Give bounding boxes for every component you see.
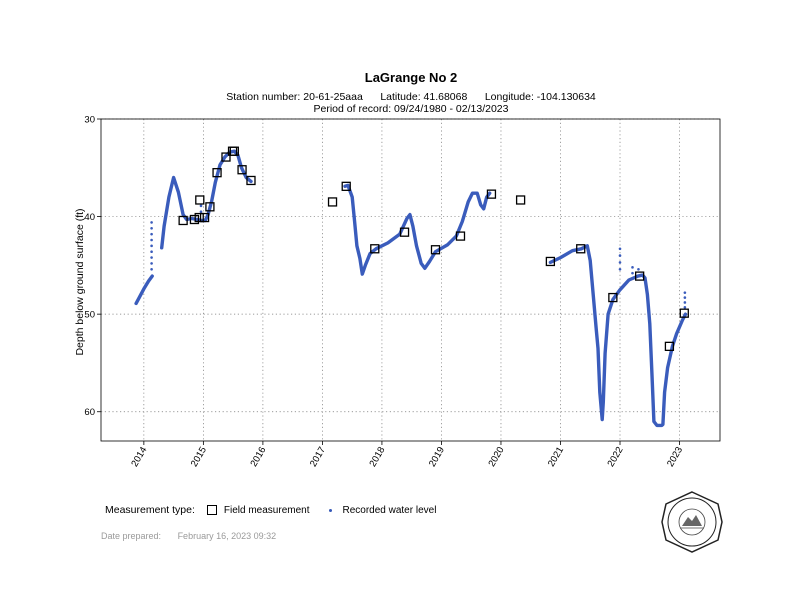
field-measurement-marker xyxy=(545,256,556,267)
field-measurement-marker xyxy=(205,202,215,212)
station-number: Station number: 20-61-25aaa xyxy=(226,91,363,103)
legend: Measurement type: Field measurement Reco… xyxy=(105,504,436,516)
x-tick-label: 2023 xyxy=(665,445,685,469)
x-tick-label: 2018 xyxy=(367,445,387,469)
field-measurement-marker xyxy=(229,146,239,156)
field-measurement-marker xyxy=(576,244,586,254)
station-info: Station number: 20-61-25aaa Latitude: 41… xyxy=(0,91,792,103)
recorded-water-level-point xyxy=(618,254,622,257)
recorded-water-level-point xyxy=(683,291,687,294)
recorded-water-level-point xyxy=(683,296,687,299)
field-measurement-marker xyxy=(664,341,675,352)
field-measurement-marker xyxy=(608,292,618,303)
chart-title: LaGrange No 2 xyxy=(364,70,458,85)
x-tick-label: 2017 xyxy=(308,445,328,469)
y-tick-label: 60 xyxy=(84,407,95,418)
recorded-water-level-point xyxy=(618,267,622,271)
field-measurement-marker xyxy=(237,165,247,175)
series-line-segment xyxy=(134,274,154,306)
field-measurement-marker xyxy=(189,214,200,225)
field-measurement-marker xyxy=(327,197,338,207)
legend-recorded-water-level: Recorded water level xyxy=(342,504,437,516)
recorded-water-level-points xyxy=(150,204,687,309)
recorded-water-level-point xyxy=(150,238,153,242)
x-tick-label: 2014 xyxy=(129,445,149,469)
legend-title: Measurement type: xyxy=(105,504,195,516)
field-measurement-marker xyxy=(486,189,497,199)
field-measurement-series xyxy=(178,146,689,352)
legend-field-measurement: Field measurement xyxy=(223,504,310,516)
recorded-water-level-point xyxy=(618,247,622,251)
recorded-water-level-point xyxy=(150,244,153,248)
y-tick-label: 40 xyxy=(84,212,95,223)
field-measurement-marker xyxy=(399,227,410,237)
longitude: Longitude: -104.130634 xyxy=(484,91,596,103)
recorded-water-level-point xyxy=(150,250,153,254)
field-measurement-marker xyxy=(679,308,689,318)
y-axis-ticks: 30 40 50 60 xyxy=(84,115,101,418)
field-measurement-marker xyxy=(199,212,210,223)
recorded-water-level-point xyxy=(150,221,153,224)
field-measurement-marker xyxy=(194,212,204,223)
field-measurement-marker xyxy=(195,195,205,205)
field-measurement-marker xyxy=(246,175,256,186)
plot-frame xyxy=(100,118,721,442)
recorded-water-level-point xyxy=(150,256,153,259)
recorded-water-level-point xyxy=(683,306,687,309)
field-measurement-marker xyxy=(634,271,645,281)
x-tick-label: 2019 xyxy=(427,445,447,469)
series-line-segment xyxy=(343,183,492,276)
recorded-water-level-point xyxy=(150,267,153,271)
recorded-water-level-point xyxy=(631,271,634,275)
field-measurement-marker xyxy=(221,152,231,162)
recorded-water-level-point xyxy=(631,266,634,269)
recorded-water-level-swatch xyxy=(329,508,333,512)
date-prepared-label: Date prepared: xyxy=(101,531,162,541)
latitude: Latitude: 41.68068 xyxy=(380,91,468,103)
x-tick-label: 2020 xyxy=(486,445,506,469)
x-tick-label: 2021 xyxy=(546,445,566,469)
x-tick-label: 2022 xyxy=(606,445,626,469)
x-tick-label: 2016 xyxy=(248,445,268,469)
recorded-water-level-point xyxy=(150,226,153,230)
field-measurement-marker xyxy=(430,245,441,255)
x-axis-ticks: 2014 2015 2016 2017 2018 2019 2020 2021 2022 2023 xyxy=(129,441,685,469)
recorded-water-level-point xyxy=(618,261,622,264)
recorded-water-level-point xyxy=(150,262,153,265)
field-measurement-marker xyxy=(515,195,526,205)
date-prepared: Date prepared: February 16, 2023 09:32 xyxy=(101,531,290,541)
x-tick-label: 2015 xyxy=(189,445,209,469)
field-measurement-marker xyxy=(178,215,188,226)
y-tick-label: 30 xyxy=(84,115,95,126)
field-measurement-marker xyxy=(341,181,351,191)
field-measurement-swatch xyxy=(206,505,217,515)
period-of-record: Period of record: 09/24/1980 - 02/13/202… xyxy=(313,103,509,115)
field-measurement-marker xyxy=(212,168,222,178)
series-line-segment xyxy=(548,244,688,428)
recorded-water-level-point xyxy=(199,210,203,213)
recorded-water-level-point xyxy=(683,301,687,304)
agency-seal-icon xyxy=(661,491,723,553)
recorded-water-level-point xyxy=(150,232,153,236)
recorded-water-level-point xyxy=(199,204,203,208)
y-tick-label: 50 xyxy=(84,310,95,321)
field-measurement-marker xyxy=(370,244,380,254)
field-measurement-marker xyxy=(455,231,466,241)
recorded-water-level-series xyxy=(134,149,688,428)
recorded-water-level-point xyxy=(637,267,640,271)
date-prepared-value: February 16, 2023 09:32 xyxy=(177,531,277,541)
